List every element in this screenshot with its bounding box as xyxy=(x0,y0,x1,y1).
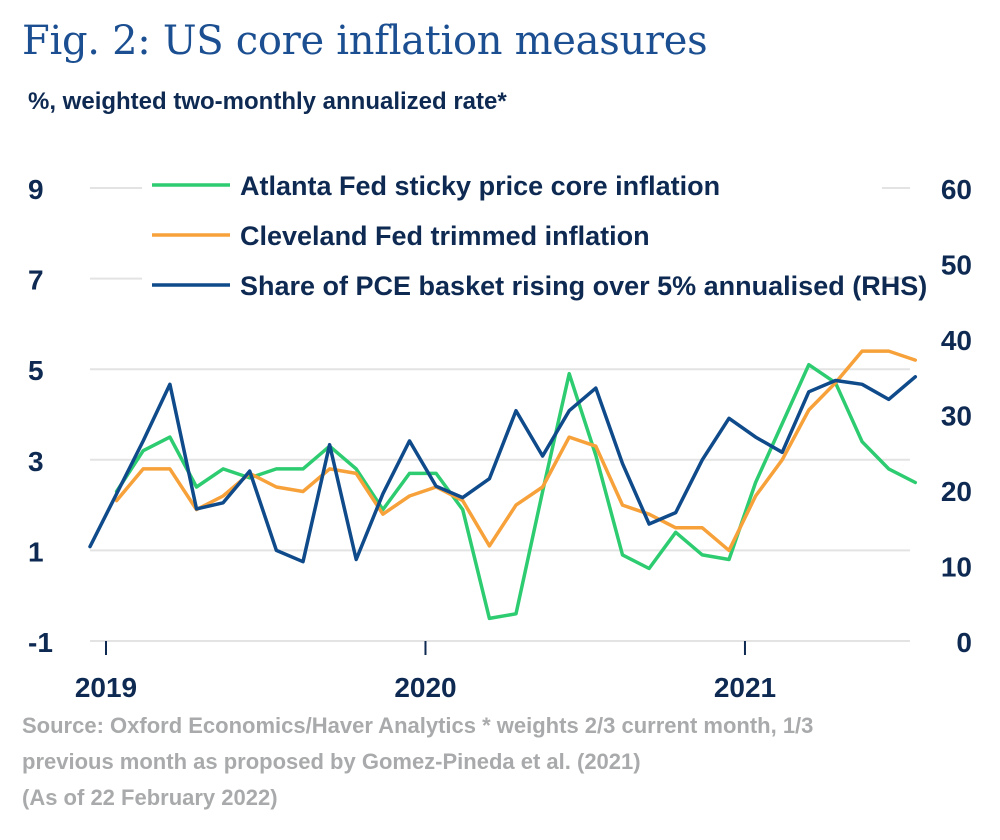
y-left-tick-label: 3 xyxy=(28,446,44,477)
y-left-tick-label: 7 xyxy=(28,265,44,296)
y-left-tick-label: 5 xyxy=(28,355,44,386)
source-line-1: Source: Oxford Economics/Haver Analytics… xyxy=(22,713,814,738)
chart-subtitle: %, weighted two-monthly annualized rate* xyxy=(28,88,507,115)
source-note: Source: Oxford Economics/Haver Analytics… xyxy=(22,708,982,816)
y-left-tick-label: 9 xyxy=(28,174,44,205)
legend-label-3: Share of PCE basket rising over 5% annua… xyxy=(240,271,927,301)
line-chart: -1 1 3 5 7 9 0 10 20 30 40 50 60 2019 2020 2021 Atlanta… xyxy=(28,163,972,700)
source-line-2: previous month as proposed by Gomez-Pine… xyxy=(22,749,641,774)
chart-title: Fig. 2: US core inflation measures xyxy=(22,18,708,64)
legend-background xyxy=(142,163,882,207)
y-right-tick-label: 10 xyxy=(941,552,972,583)
legend-background xyxy=(142,263,882,307)
y-right-tick-label: 40 xyxy=(941,325,972,356)
x-tick-label: 2020 xyxy=(394,672,456,700)
y-right-tick-label: 60 xyxy=(941,174,972,205)
x-tick-label: 2019 xyxy=(75,672,137,700)
series-line-2 xyxy=(114,349,918,553)
legend-label-1: Atlanta Fed sticky price core inflation xyxy=(240,171,720,201)
y-right-tick-label: 0 xyxy=(956,627,972,658)
legend-background xyxy=(142,213,882,257)
y-right-tick-label: 50 xyxy=(941,250,972,281)
x-tick-label: 2021 xyxy=(714,672,776,700)
y-right-tick-label: 30 xyxy=(941,401,972,432)
y-left-tick-label: -1 xyxy=(28,627,53,658)
y-right-tick-label: 20 xyxy=(941,476,972,507)
source-line-3: (As of 22 February 2022) xyxy=(22,785,278,810)
y-left-tick-label: 1 xyxy=(28,536,44,567)
series-line-1 xyxy=(114,362,918,621)
series-line-3 xyxy=(88,375,918,564)
legend-label-2: Cleveland Fed trimmed inflation xyxy=(240,221,650,251)
